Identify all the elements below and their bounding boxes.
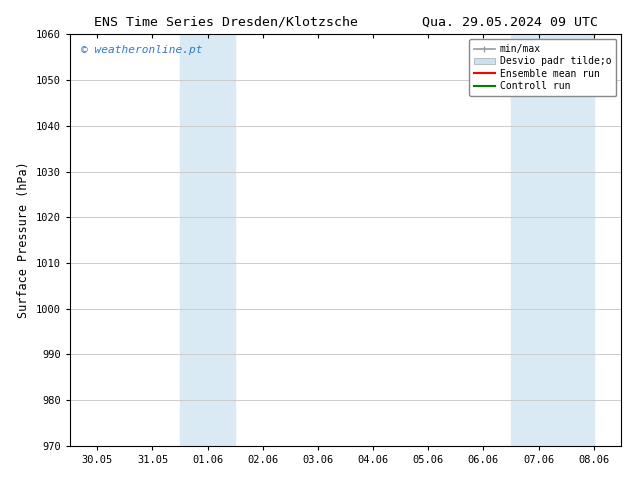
Bar — [511, 34, 593, 446]
Y-axis label: Surface Pressure (hPa): Surface Pressure (hPa) — [17, 162, 30, 318]
Text: © weatheronline.pt: © weatheronline.pt — [81, 45, 202, 54]
Legend: min/max, Desvio padr tilde;o, Ensemble mean run, Controll run: min/max, Desvio padr tilde;o, Ensemble m… — [469, 39, 616, 96]
Bar — [180, 34, 235, 446]
Title: ENS Time Series Dresden/Klotzsche        Qua. 29.05.2024 09 UTC: ENS Time Series Dresden/Klotzsche Qua. 2… — [94, 16, 597, 29]
